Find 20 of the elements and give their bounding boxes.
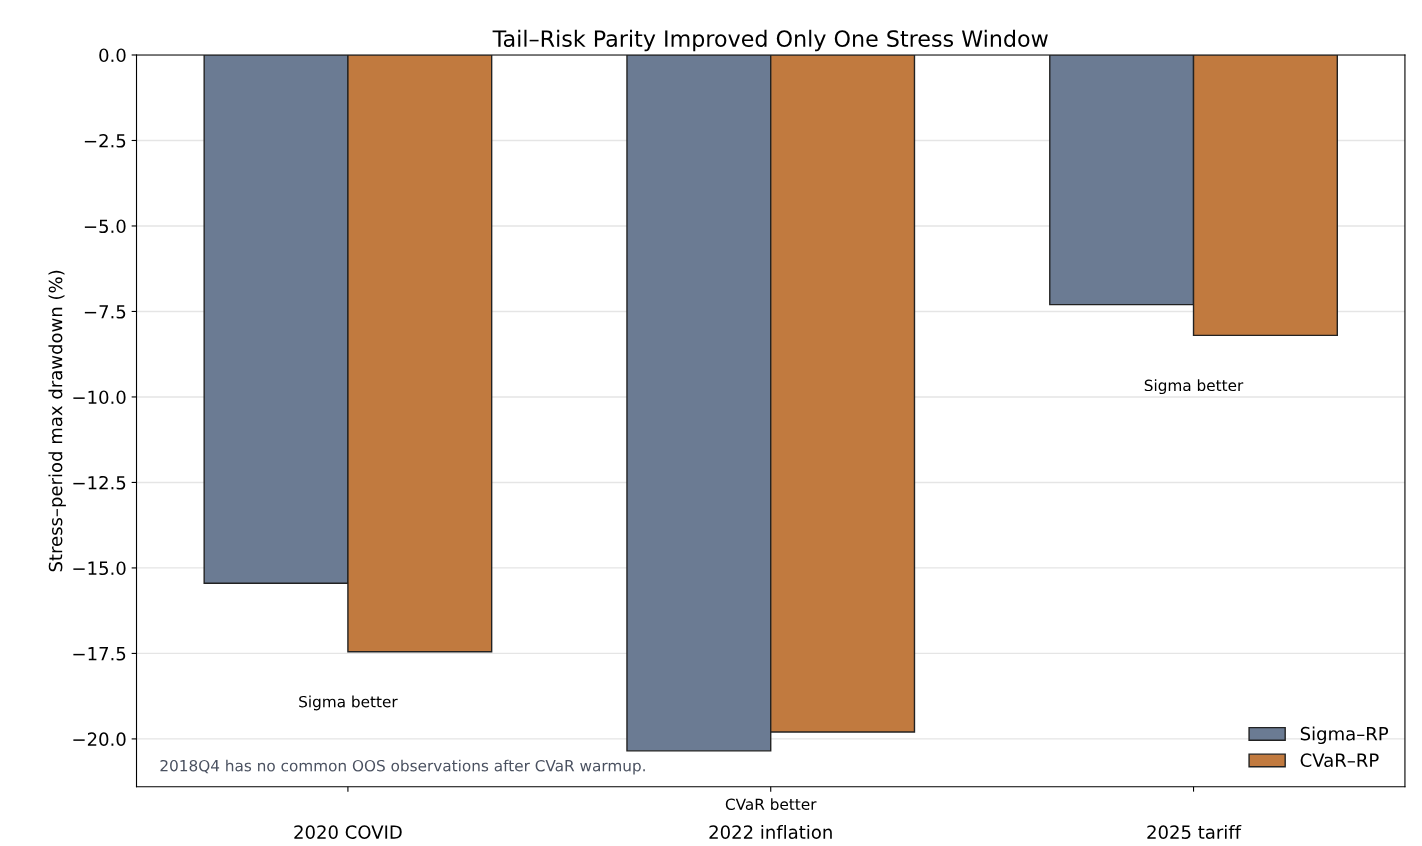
chart-title: Tail–Risk Parity Improved Only One Stress Window [492, 29, 1048, 52]
y-tick-label: −17.5 [73, 647, 126, 661]
y-tick-label: −10.0 [73, 390, 126, 405]
x-tick-label: 2020 COVID [294, 825, 402, 839]
y-tick-label: −5.0 [84, 219, 126, 234]
y-tick-label: −20.0 [73, 732, 126, 747]
y-tick-label: −12.5 [73, 475, 126, 490]
y-tick-label: 0.0 [99, 48, 126, 63]
text: CVaR better [725, 798, 817, 811]
legend-label: Sigma–RP [1300, 726, 1389, 745]
x-tick-label: 2025 tariff [1147, 824, 1242, 839]
x-tick-label: 2022 inflation [709, 824, 832, 839]
annotation: Sigma better [1144, 379, 1244, 395]
legend-label: CVaR–RP [1300, 753, 1379, 768]
y-tick-label: −7.5 [84, 305, 126, 319]
annotation: 2018Q4 has no common OOS observations after CVaR warmup. [160, 759, 645, 775]
y-tick-label: −2.5 [84, 133, 126, 148]
y-axis-title: Stress–period max drawdown (%) [48, 270, 66, 572]
y-tick-label: −15.0 [73, 561, 126, 576]
annotation: Sigma better [299, 695, 398, 711]
